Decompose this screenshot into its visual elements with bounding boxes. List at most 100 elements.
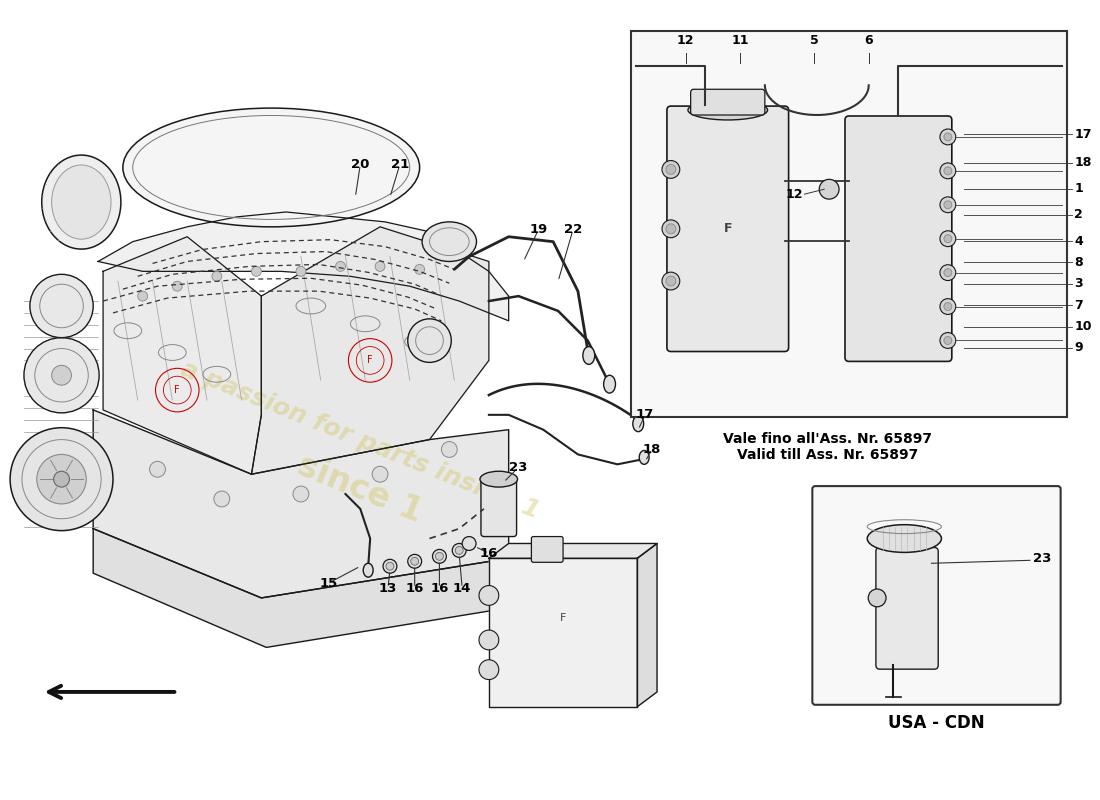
Text: 14: 14 bbox=[453, 582, 472, 594]
Polygon shape bbox=[94, 529, 508, 647]
Text: 16: 16 bbox=[430, 582, 449, 594]
Text: 3: 3 bbox=[1075, 278, 1084, 290]
Circle shape bbox=[441, 442, 458, 458]
FancyBboxPatch shape bbox=[481, 476, 517, 537]
Circle shape bbox=[944, 234, 952, 242]
FancyBboxPatch shape bbox=[876, 547, 938, 669]
Circle shape bbox=[666, 276, 675, 286]
Ellipse shape bbox=[422, 222, 476, 262]
Text: since 1: since 1 bbox=[293, 449, 428, 529]
Text: 4: 4 bbox=[1075, 234, 1084, 247]
Circle shape bbox=[150, 462, 165, 477]
Text: 19: 19 bbox=[529, 223, 548, 236]
Circle shape bbox=[944, 167, 952, 174]
Circle shape bbox=[939, 230, 956, 246]
Text: 15: 15 bbox=[319, 577, 338, 590]
Polygon shape bbox=[637, 543, 657, 706]
Text: 11: 11 bbox=[732, 34, 749, 47]
Circle shape bbox=[662, 272, 680, 290]
Circle shape bbox=[452, 543, 466, 558]
Circle shape bbox=[939, 265, 956, 281]
Text: 17: 17 bbox=[1075, 128, 1092, 141]
Circle shape bbox=[939, 129, 956, 145]
Ellipse shape bbox=[688, 100, 768, 120]
Ellipse shape bbox=[604, 375, 616, 393]
Circle shape bbox=[173, 282, 183, 291]
Circle shape bbox=[820, 179, 839, 199]
FancyBboxPatch shape bbox=[812, 486, 1060, 705]
Circle shape bbox=[52, 366, 72, 385]
Text: 18: 18 bbox=[1075, 156, 1092, 169]
Circle shape bbox=[10, 428, 113, 530]
Circle shape bbox=[944, 269, 952, 277]
Circle shape bbox=[336, 262, 345, 271]
Circle shape bbox=[868, 589, 886, 607]
Circle shape bbox=[939, 298, 956, 314]
Text: 21: 21 bbox=[390, 158, 409, 171]
FancyBboxPatch shape bbox=[667, 106, 789, 351]
Circle shape bbox=[662, 220, 680, 238]
Text: 23: 23 bbox=[509, 461, 528, 474]
Text: 13: 13 bbox=[378, 582, 397, 594]
Circle shape bbox=[213, 491, 230, 507]
Circle shape bbox=[293, 486, 309, 502]
Ellipse shape bbox=[583, 346, 595, 364]
Circle shape bbox=[372, 466, 388, 482]
Circle shape bbox=[939, 163, 956, 178]
Circle shape bbox=[436, 552, 443, 560]
Circle shape bbox=[944, 302, 952, 310]
Text: 9: 9 bbox=[1075, 342, 1084, 354]
Ellipse shape bbox=[52, 165, 111, 239]
Text: 2: 2 bbox=[1075, 209, 1084, 222]
Text: 22: 22 bbox=[564, 223, 582, 236]
Circle shape bbox=[944, 337, 952, 345]
Text: 16: 16 bbox=[480, 547, 498, 560]
Circle shape bbox=[212, 271, 222, 282]
Circle shape bbox=[455, 546, 463, 554]
Text: a passion for parts inside 1: a passion for parts inside 1 bbox=[177, 356, 543, 523]
Ellipse shape bbox=[480, 471, 518, 487]
Circle shape bbox=[478, 660, 498, 679]
Ellipse shape bbox=[867, 525, 942, 552]
Text: 12: 12 bbox=[785, 188, 803, 201]
Circle shape bbox=[939, 333, 956, 349]
FancyBboxPatch shape bbox=[631, 31, 1067, 417]
Text: 10: 10 bbox=[1075, 320, 1092, 333]
Circle shape bbox=[138, 291, 147, 301]
Polygon shape bbox=[488, 558, 637, 706]
Ellipse shape bbox=[632, 416, 644, 432]
Ellipse shape bbox=[639, 450, 649, 464]
Circle shape bbox=[478, 586, 498, 606]
Circle shape bbox=[36, 454, 86, 504]
Text: 6: 6 bbox=[865, 34, 873, 47]
Polygon shape bbox=[94, 410, 508, 598]
Text: 5: 5 bbox=[810, 34, 818, 47]
Ellipse shape bbox=[123, 108, 419, 227]
Circle shape bbox=[383, 559, 397, 573]
Circle shape bbox=[944, 133, 952, 141]
Text: 20: 20 bbox=[351, 158, 370, 171]
Circle shape bbox=[432, 550, 447, 563]
Circle shape bbox=[24, 338, 99, 413]
Text: F: F bbox=[367, 355, 373, 366]
Text: 23: 23 bbox=[1033, 552, 1052, 565]
Text: USA - CDN: USA - CDN bbox=[888, 714, 984, 732]
FancyBboxPatch shape bbox=[531, 537, 563, 562]
Circle shape bbox=[408, 554, 421, 568]
Polygon shape bbox=[103, 237, 262, 474]
Circle shape bbox=[252, 266, 262, 276]
Text: 16: 16 bbox=[406, 582, 424, 594]
Polygon shape bbox=[488, 543, 657, 558]
Circle shape bbox=[666, 165, 675, 174]
Text: F: F bbox=[724, 222, 732, 235]
Text: 1: 1 bbox=[1075, 182, 1084, 195]
Polygon shape bbox=[98, 212, 508, 321]
Circle shape bbox=[408, 319, 451, 362]
Ellipse shape bbox=[363, 563, 373, 577]
Circle shape bbox=[410, 558, 419, 566]
Polygon shape bbox=[252, 227, 488, 474]
Circle shape bbox=[415, 265, 425, 274]
Circle shape bbox=[375, 262, 385, 271]
Circle shape bbox=[666, 224, 675, 234]
Circle shape bbox=[296, 266, 306, 276]
